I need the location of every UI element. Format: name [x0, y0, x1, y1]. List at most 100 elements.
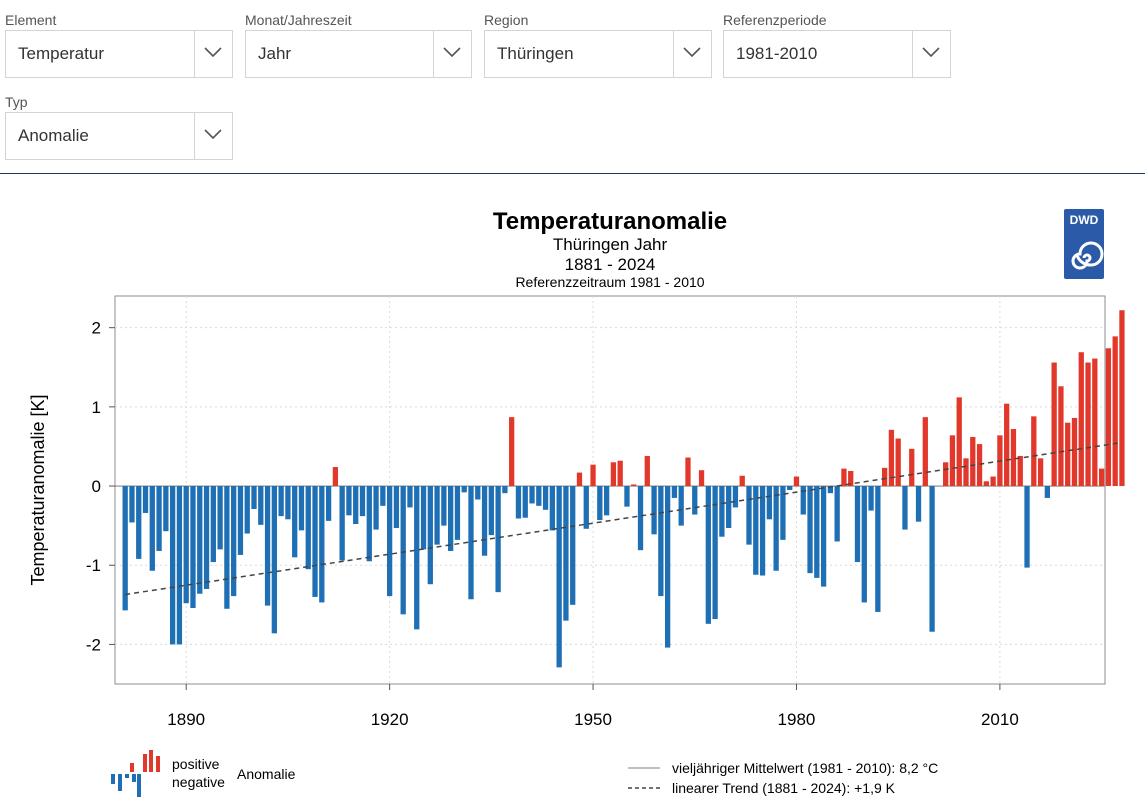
- bar-1892: [197, 486, 203, 594]
- bar-1923: [407, 486, 413, 508]
- bar-1996: [902, 486, 908, 530]
- bar-1997: [909, 448, 915, 487]
- legend-negative-bar: [137, 774, 141, 797]
- type-select[interactable]: Anomalie: [5, 112, 233, 160]
- bar-2027: [1112, 336, 1118, 487]
- bar-2024: [1092, 358, 1098, 487]
- chart-subtitle-region: Thüringen Jahr: [553, 235, 668, 254]
- bar-1987: [841, 468, 847, 487]
- bar-1985: [827, 486, 834, 494]
- legend-negative-bar: [118, 774, 122, 791]
- region-select-toggle[interactable]: [673, 31, 711, 77]
- element-select-toggle[interactable]: [194, 31, 232, 77]
- bar-1940: [522, 486, 528, 518]
- region-select[interactable]: Thüringen: [484, 30, 712, 78]
- bar-1885: [149, 486, 155, 571]
- bar-2006: [970, 436, 976, 487]
- bar-1938: [509, 417, 515, 487]
- bar-1926: [427, 486, 433, 585]
- bar-2026: [1105, 348, 1112, 487]
- bar-1953: [610, 462, 617, 487]
- bar-2028: [1119, 310, 1125, 487]
- element-filter: Element Temperatur: [5, 12, 233, 80]
- bar-1976: [766, 486, 772, 520]
- bar-1959: [651, 486, 657, 535]
- bar-1899: [244, 486, 250, 534]
- bar-1942: [536, 486, 542, 506]
- bar-1964: [685, 457, 691, 487]
- bar-2015: [1031, 416, 1037, 487]
- y-tick-label: 0: [92, 477, 101, 496]
- anomaly-legend-swatch: [111, 750, 160, 797]
- bar-1945: [556, 486, 562, 668]
- y-axis-ticks: -2 -1 0 1 2: [86, 319, 115, 654]
- chevron-down-icon: [443, 47, 461, 58]
- x-tick-label: 1920: [371, 710, 409, 729]
- bar-1883: [136, 486, 142, 559]
- type-select-toggle[interactable]: [194, 113, 232, 159]
- bar-2020: [1065, 422, 1071, 487]
- x-tick-label: 1890: [167, 710, 205, 729]
- bar-1881: [122, 486, 128, 611]
- bar-1919: [380, 486, 386, 506]
- bar-1928: [441, 486, 447, 526]
- legend-positive-label: positive: [172, 756, 220, 772]
- chevron-down-icon: [922, 47, 940, 58]
- bar-2005: [963, 458, 969, 487]
- reference-select[interactable]: 1981-2010: [723, 30, 951, 78]
- dwd-logo-swirl-icon: [1071, 241, 1104, 270]
- legend-negative-bar: [111, 774, 115, 784]
- bar-2012: [1010, 429, 1017, 487]
- reference-select-toggle[interactable]: [912, 31, 950, 77]
- type-select-value: Anomalie: [18, 126, 89, 145]
- bar-2009: [990, 476, 996, 487]
- bar-2021: [1071, 417, 1078, 487]
- bar-1956: [631, 484, 637, 487]
- bar-1983: [814, 486, 820, 578]
- bar-1937: [502, 486, 508, 494]
- temperature-anomaly-chart: Temperaturanomalie Thüringen Jahr 1881 -…: [28, 208, 1125, 797]
- bar-1952: [603, 486, 610, 516]
- bar-1887: [163, 486, 169, 532]
- legend-mean-label: vieljähriger Mittelwert (1981 - 2010): 8…: [672, 760, 938, 776]
- bar-2011: [1004, 403, 1010, 487]
- bar-1947: [570, 486, 576, 605]
- y-tick-label: 2: [92, 319, 101, 338]
- bar-1971: [732, 486, 739, 508]
- legend-anomaly-label: Anomalie: [237, 766, 296, 782]
- month-select[interactable]: Jahr: [245, 30, 472, 78]
- x-tick-label: 1950: [574, 710, 612, 729]
- legend-positive-bar: [156, 756, 160, 772]
- plot-area: [114, 295, 1106, 685]
- element-select-value: Temperatur: [18, 44, 104, 63]
- bar-1991: [868, 486, 874, 511]
- bar-1995: [895, 438, 901, 487]
- chart-title: Temperaturanomalie: [493, 208, 727, 235]
- element-select[interactable]: Temperatur: [5, 30, 233, 78]
- bar-1986: [834, 486, 840, 542]
- bar-1898: [237, 486, 244, 555]
- bar-2000: [929, 486, 935, 632]
- legend-negative-bar: [132, 774, 136, 782]
- bar-1890: [183, 486, 189, 604]
- bar-2002: [943, 462, 949, 487]
- bar-1902: [264, 486, 271, 606]
- bar-1968: [712, 486, 718, 620]
- month-select-toggle[interactable]: [433, 31, 471, 77]
- bar-1988: [848, 471, 854, 487]
- bar-1911: [325, 486, 332, 521]
- y-tick-label: 1: [92, 398, 101, 417]
- bar-2019: [1058, 386, 1064, 487]
- legend-positive-bar: [149, 750, 153, 772]
- bar-1951: [597, 486, 603, 521]
- bar-1982: [807, 486, 813, 574]
- bar-1962: [671, 486, 678, 498]
- bar-1933: [475, 486, 481, 500]
- chevron-down-icon: [683, 47, 701, 58]
- bar-1993: [881, 467, 888, 487]
- y-tick-label: -1: [86, 556, 101, 575]
- grid-lines: [115, 296, 1105, 684]
- y-tick-label: -2: [86, 635, 101, 654]
- chevron-down-icon: [204, 47, 222, 58]
- bar-1913: [339, 486, 345, 561]
